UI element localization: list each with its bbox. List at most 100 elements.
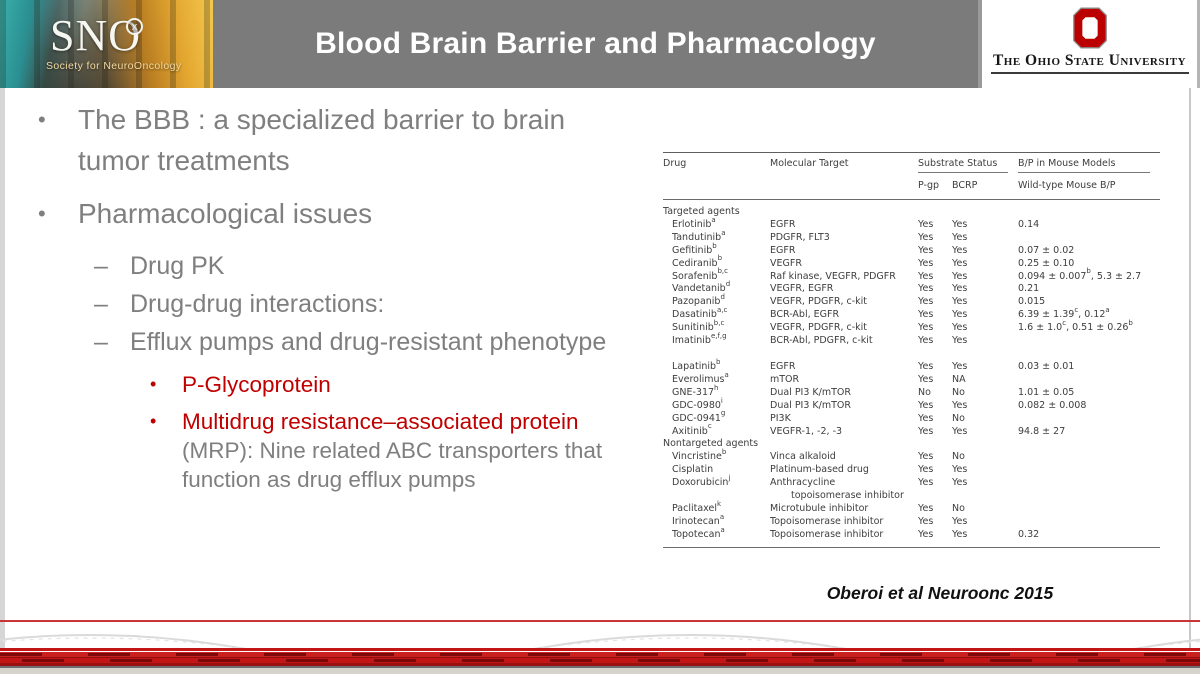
table-section-row: Targeted agents: [663, 206, 740, 217]
target-cell: Raf kinase, VEGFR, PDGFR: [770, 270, 896, 282]
col-header-drug: Drug: [663, 158, 687, 169]
substrate-group-label: Substrate Status: [918, 158, 1008, 173]
dash-glyph: –: [94, 251, 108, 280]
table-row: Everolimusa mTOR Yes NA: [663, 371, 1160, 387]
table-section-row: Nontargeted agents: [663, 438, 759, 450]
col-header-target: Molecular Target: [770, 158, 849, 169]
bp-cell: [1018, 451, 1160, 464]
target-cell: Topoisomerase inhibitor: [770, 515, 884, 527]
target-cell: Topoisomerase inhibitor: [770, 528, 884, 540]
bcrp-cell: NA: [952, 373, 966, 385]
footer-arches-graphic: [0, 634, 1200, 648]
bcrp-cell: Yes: [952, 515, 968, 527]
bcrp-cell: No: [952, 386, 965, 398]
bp-cell: 0.21: [1018, 283, 1040, 295]
bp-cell: 94.8 ± 27: [1018, 425, 1066, 437]
bcrp-cell: Yes: [952, 283, 968, 295]
target-cell: Platinum-based drug: [770, 464, 869, 476]
red-bullet-pgp: • P-Glycoprotein: [28, 371, 660, 400]
table-body: Targeted agents Erlotiniba EGFR Yes Yes 0.14 T…: [663, 200, 1160, 547]
target-cell: VEGFR, PDGFR, c-kit: [770, 296, 867, 308]
sno-tagline: Society for NeuroOncology: [46, 60, 182, 72]
table-row: Tandutiniba PDGFR, FLT3 Yes Yes: [663, 229, 1160, 245]
sno-acronym: SNO: [50, 11, 142, 60]
left-frame-edge: [0, 88, 5, 648]
bullet-item-pharm-issues: • Pharmacological issues: [28, 194, 660, 235]
col-header-wildtype: Wild-type Mouse B/P: [1018, 180, 1116, 191]
citation-text: Oberoi et al Neuroonc 2015: [826, 583, 1054, 603]
dash-glyph: –: [94, 328, 108, 357]
footer-base-strip: [0, 666, 1200, 674]
target-cell: PI3K: [770, 412, 791, 424]
pgp-cell: Yes: [918, 283, 934, 295]
red-bullet-mrp: • Multidrug resistance–associated protei…: [28, 408, 660, 494]
pgp-cell: Yes: [918, 373, 934, 385]
table-row: Sorafenibb,c Raf kinase, VEGFR, PDGFR Yes Y…: [663, 268, 1160, 284]
bp-cell: 0.14: [1018, 218, 1040, 230]
table-row: Doxorubicinj Anthracycline topoisomerase i…: [663, 473, 1160, 503]
slide-title: Blood Brain Barrier and Pharmacology: [315, 27, 876, 60]
footer-red-band: [0, 648, 1200, 666]
pgp-cell: Yes: [918, 412, 934, 424]
bp-cell: [1018, 516, 1160, 529]
target-cell: PDGFR, FLT3: [770, 231, 830, 243]
empty-cell: [770, 180, 918, 191]
pgp-cell: Yes: [918, 425, 934, 437]
table-row: GDC-0941g PI3K Yes No: [663, 410, 1160, 426]
sub-bullet-text: Efflux pumps and drug-resistant phenotyp…: [130, 328, 607, 357]
bcrp-cell: Yes: [952, 425, 968, 437]
table-spacer-row: [663, 348, 1160, 361]
drug-cell: Sunitinibb,c: [672, 319, 725, 334]
target-cell: Anthracycline topoisomerase inhibitor: [770, 477, 904, 502]
pgp-cell: Yes: [918, 477, 934, 489]
bullet-text: The BBB : a specialized barrier to brain…: [78, 104, 566, 176]
target-cell: Microtubule inhibitor: [770, 502, 869, 514]
red-bullet-text: P-Glycoprotein: [182, 371, 331, 397]
pgp-cell: Yes: [918, 451, 934, 463]
table-row: Sunitinibb,c VEGFR, PDGFR, c-kit Yes Yes 1.6…: [663, 319, 1160, 335]
bcrp-cell: Yes: [952, 464, 968, 476]
table-row: Paclitaxelk Microtubule inhibitor Yes No: [663, 499, 1160, 516]
bullet-list: • The BBB : a specialized barrier to bra…: [28, 100, 660, 504]
pgp-cell: Yes: [918, 244, 934, 256]
table-header-row-1: Drug Molecular Target Substrate Status B…: [663, 153, 1160, 173]
drug-cell: Paclitaxelk: [672, 499, 722, 514]
bp-cell: [1018, 413, 1160, 426]
target-cell: EGFR: [770, 360, 796, 372]
bcrp-cell: Yes: [952, 231, 968, 243]
pgp-cell: Yes: [918, 257, 934, 269]
pgp-cell: No: [918, 386, 931, 398]
table-row: GNE-317h Dual PI3 K/mTOR No No 1.01 ± 0.05: [663, 384, 1160, 400]
drug-cell: Vincristineb: [672, 448, 727, 463]
drug-cell: Imatinibe,f,g: [672, 331, 727, 347]
osu-underline: [990, 72, 1189, 74]
bullet-glyph: •: [150, 373, 157, 394]
sub-bullet-drug-pk: – Drug PK: [28, 248, 660, 284]
bp-group-label: B/P in Mouse Models: [1018, 158, 1150, 173]
bp-cell: 6.39 ± 1.39c, 0.12a: [1018, 306, 1110, 321]
target-cell: Vinca alkaloid: [770, 451, 836, 463]
col-header-bcrp: BCRP: [952, 180, 978, 191]
footer-band-dashes: [0, 659, 1200, 662]
bcrp-cell: Yes: [952, 335, 968, 347]
bcrp-cell: Yes: [952, 218, 968, 230]
pgp-cell: Yes: [918, 399, 934, 411]
osu-wordmark: The Ohio State University: [992, 52, 1187, 69]
target-cell: EGFR: [770, 244, 796, 256]
pgp-cell: Yes: [918, 515, 934, 527]
drug-cell: Vandetanibd: [672, 280, 731, 295]
title-bar: Blood Brain Barrier and Pharmacology: [213, 0, 978, 88]
target-cell: BCR-Abl, EGFR: [770, 309, 840, 321]
drug-cell: Doxorubicinj: [672, 473, 731, 489]
target-cell: VEGFR, PDGFR, c-kit: [770, 322, 867, 334]
table-row: Cediranibb VEGFR Yes Yes 0.25 ± 0.10: [663, 255, 1160, 271]
table-bottom-rule: [663, 546, 1160, 548]
bcrp-cell: No: [952, 412, 965, 424]
table-row: Axitinibc VEGFR-1, -2, -3 Yes Yes 94.8 ± 27: [663, 423, 1160, 439]
bullet-glyph: •: [38, 107, 46, 132]
table-row: Imatinibe,f,g BCR-Abl, PDGFR, c-kit Yes Yes: [663, 331, 1160, 348]
pgp-cell: Yes: [918, 322, 934, 334]
bp-cell: 0.32: [1018, 528, 1040, 540]
drug-cell: Pazopanibd: [672, 293, 725, 308]
bp-cell: 0.03 ± 0.01: [1018, 360, 1075, 372]
